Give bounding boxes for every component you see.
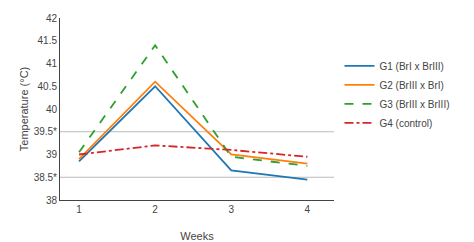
svg-text:41: 41 <box>46 58 58 69</box>
svg-text:40.5: 40.5 <box>38 81 58 92</box>
svg-text:Weeks: Weeks <box>180 230 214 242</box>
svg-text:G2 (BrIII x BrI): G2 (BrIII x BrI) <box>379 80 443 91</box>
svg-text:39.5*: 39.5* <box>34 126 57 137</box>
svg-text:G1 (BrI x BrIII): G1 (BrI x BrIII) <box>379 61 443 72</box>
svg-text:2: 2 <box>152 204 158 215</box>
svg-text:1: 1 <box>76 204 82 215</box>
svg-text:G3 (BrIII x BrIII): G3 (BrIII x BrIII) <box>379 99 449 110</box>
svg-text:38: 38 <box>46 195 58 206</box>
svg-text:38.5*: 38.5* <box>34 172 57 183</box>
svg-text:4: 4 <box>305 204 311 215</box>
svg-text:42: 42 <box>46 13 58 24</box>
svg-text:39: 39 <box>46 149 58 160</box>
svg-text:40: 40 <box>46 104 58 115</box>
svg-text:3: 3 <box>228 204 234 215</box>
svg-text:G4 (control): G4 (control) <box>379 118 432 129</box>
svg-text:41.5: 41.5 <box>38 35 58 46</box>
svg-text:Temperature (°C): Temperature (°C) <box>18 67 30 151</box>
